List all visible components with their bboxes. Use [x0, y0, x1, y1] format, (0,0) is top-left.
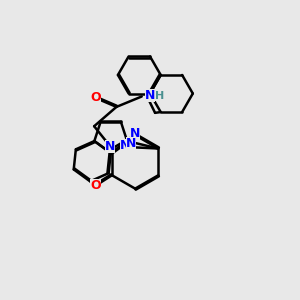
Text: N: N: [105, 140, 115, 153]
Text: O: O: [90, 179, 101, 192]
Text: N: N: [120, 139, 130, 152]
Text: O: O: [90, 92, 101, 104]
Text: N: N: [125, 137, 136, 150]
Text: H: H: [155, 91, 165, 100]
Text: N: N: [145, 88, 155, 101]
Text: N: N: [130, 127, 140, 140]
